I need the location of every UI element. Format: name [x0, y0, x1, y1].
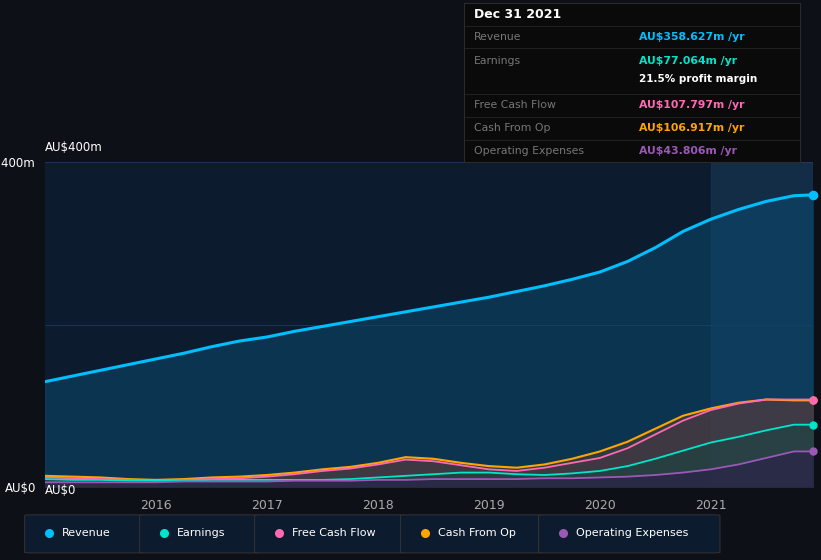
Point: [806, 190, 819, 199]
FancyBboxPatch shape: [255, 515, 405, 553]
Text: Operating Expenses: Operating Expenses: [474, 146, 584, 156]
Text: AU$107.797m /yr: AU$107.797m /yr: [639, 100, 745, 110]
FancyBboxPatch shape: [539, 515, 720, 553]
Text: Dec 31 2021: Dec 31 2021: [474, 8, 562, 21]
Point: [806, 395, 819, 404]
Text: AU$77.064m /yr: AU$77.064m /yr: [639, 56, 737, 66]
Text: AU$0: AU$0: [45, 484, 76, 497]
FancyBboxPatch shape: [25, 515, 144, 553]
Point: [806, 420, 819, 429]
Text: Earnings: Earnings: [474, 56, 521, 66]
FancyBboxPatch shape: [140, 515, 259, 553]
Text: 21.5% profit margin: 21.5% profit margin: [639, 74, 757, 85]
Point: [806, 447, 819, 456]
Text: Revenue: Revenue: [474, 32, 521, 42]
FancyBboxPatch shape: [401, 515, 544, 553]
Text: Free Cash Flow: Free Cash Flow: [474, 100, 556, 110]
Text: Free Cash Flow: Free Cash Flow: [291, 529, 375, 538]
Text: Cash From Op: Cash From Op: [438, 529, 516, 538]
Text: AU$43.806m /yr: AU$43.806m /yr: [639, 146, 737, 156]
Text: Cash From Op: Cash From Op: [474, 123, 550, 133]
Text: AU$358.627m /yr: AU$358.627m /yr: [639, 32, 745, 42]
Text: AU$400m: AU$400m: [45, 141, 103, 154]
Text: Operating Expenses: Operating Expenses: [576, 529, 688, 538]
Text: AU$106.917m /yr: AU$106.917m /yr: [639, 123, 745, 133]
Text: Revenue: Revenue: [62, 529, 110, 538]
Bar: [711, 162, 813, 487]
Point: [806, 396, 819, 405]
Text: Earnings: Earnings: [177, 529, 225, 538]
